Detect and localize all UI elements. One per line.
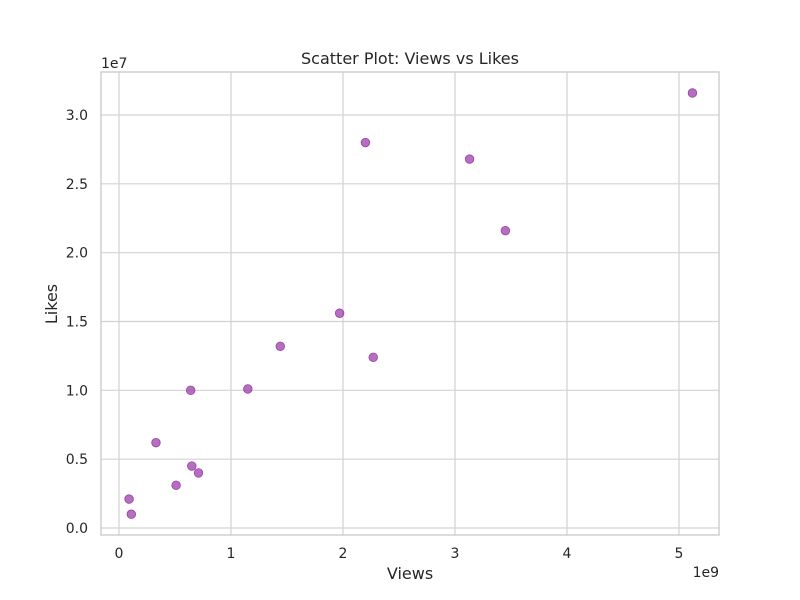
data-point — [126, 509, 137, 519]
x-tick-label: 5 — [675, 546, 684, 562]
x-tick-labels: 0 1 2 3 4 5 — [115, 546, 684, 562]
y-tick-label: 3.0 — [66, 108, 88, 124]
data-point — [500, 225, 511, 236]
x-tick-label: 3 — [451, 546, 460, 562]
y-axis-title: Likes — [42, 284, 61, 324]
data-point — [187, 461, 197, 471]
y-tick-label: 1.0 — [66, 383, 88, 399]
data-point — [193, 468, 204, 478]
y-tick-label: 2.5 — [66, 177, 88, 193]
grid — [101, 72, 719, 535]
data-point — [464, 154, 475, 164]
data-point — [360, 137, 371, 148]
data-point — [334, 308, 345, 318]
data-point — [124, 494, 134, 504]
y-tick-label: 0.5 — [66, 452, 88, 468]
y-tick-labels: 0.0 0.5 1.0 1.5 2.0 2.5 3.0 — [66, 108, 88, 537]
plot-frame — [100, 71, 720, 536]
data-point — [243, 384, 253, 394]
y-tick-label: 1.5 — [66, 315, 88, 331]
data-point — [368, 352, 378, 362]
chart-title: Scatter Plot: Views vs Likes — [301, 49, 519, 68]
y-tick-label: 0.0 — [66, 521, 88, 537]
data-point — [275, 341, 285, 351]
x-tick-label: 2 — [339, 546, 348, 562]
data-point — [151, 437, 161, 448]
data-point — [171, 480, 181, 491]
x-tick-label: 4 — [563, 546, 572, 562]
y-axis-offset-label: 1e7 — [101, 56, 127, 72]
data-points — [124, 88, 698, 519]
x-axis-offset-label: 1e9 — [693, 565, 719, 581]
x-tick-label: 0 — [115, 546, 124, 562]
data-point — [687, 88, 698, 98]
x-axis-title: Views — [387, 564, 433, 583]
data-point — [185, 385, 196, 396]
x-tick-label: 1 — [227, 546, 236, 562]
y-tick-label: 2.0 — [66, 246, 88, 262]
